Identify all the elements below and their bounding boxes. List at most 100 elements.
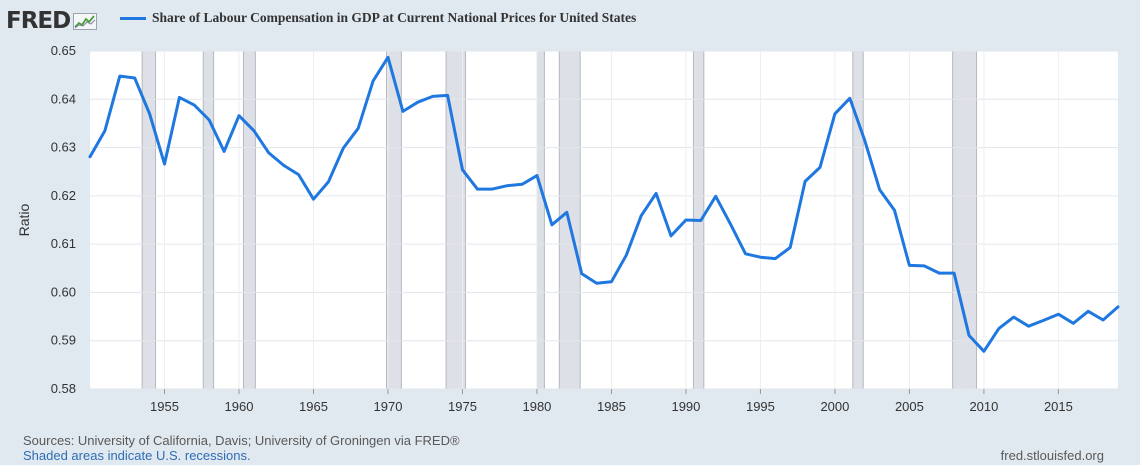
data-point [1057,313,1060,316]
data-point [223,150,226,153]
data-point [953,272,956,275]
data-point [104,129,107,132]
data-point [685,219,688,222]
data-point [476,188,479,191]
x-tick-label: 1970 [374,399,403,414]
plot-area [90,51,1118,389]
data-point [208,119,211,122]
fred-trend-graph-icon [73,12,98,30]
data-point [565,211,568,214]
fred-site-link[interactable]: fred.stlouisfed.org [1000,448,1104,463]
data-point [789,246,792,249]
data-point [521,183,524,186]
data-point [968,334,971,337]
data-point [536,174,539,177]
data-point [804,180,807,183]
x-tick-label: 1960 [225,399,254,414]
data-point [357,127,360,130]
data-point [923,265,926,268]
data-point [491,188,494,191]
data-point [744,252,747,255]
x-tick-label: 1995 [746,399,775,414]
data-point [610,280,613,283]
data-point [327,181,330,184]
x-tick-label: 1975 [448,399,477,414]
data-point [238,114,241,117]
data-point [774,257,777,260]
data-point [834,112,837,115]
x-tick-label: 1985 [597,399,626,414]
y-tick-label: 0.63 [51,140,76,155]
x-tick-label: 2015 [1044,399,1073,414]
data-point [997,327,1000,330]
data-point [178,96,181,99]
data-point [89,155,92,158]
data-point [1042,319,1045,322]
data-point [461,168,464,171]
x-tick-label: 2010 [969,399,998,414]
y-tick-label: 0.65 [51,43,76,58]
data-point [416,101,419,104]
y-axis-ticks: 0.58 0.59 0.60 0.61 0.62 0.63 0.64 0.65 [51,43,76,396]
series-line[interactable] [88,55,1120,353]
y-axis-label: Ratio [16,203,32,236]
data-point [372,80,375,83]
data-point [595,282,598,285]
data-point [193,104,196,107]
data-point [1117,306,1120,309]
fred-brand[interactable]: FRED [6,4,98,38]
data-point [655,192,658,195]
data-point [551,223,554,226]
data-point [1012,316,1015,319]
x-tick-label: 1980 [522,399,551,414]
data-point [714,195,717,198]
data-point [908,264,911,267]
data-point [431,95,434,98]
data-point [759,256,762,259]
data-point [863,139,866,142]
y-tick-label: 0.58 [51,381,76,396]
data-point [118,75,121,78]
data-point [253,129,256,132]
data-point [163,163,166,166]
data-point [506,184,509,187]
data-point [625,254,628,257]
data-point [297,173,300,176]
x-tick-label: 1990 [671,399,700,414]
data-point [267,152,270,155]
recession-note-link[interactable]: Shaded areas indicate U.S. recessions. [23,448,251,463]
chart-legend: Share of Labour Compensation in GDP at C… [120,10,636,26]
data-point [133,77,136,80]
recession-band [202,50,215,390]
legend-swatch [120,16,146,20]
data-point [446,94,449,97]
data-point [342,147,345,150]
data-point [848,97,851,100]
data-point [699,219,702,222]
footer-sources: Sources: University of California, Davis… [23,433,460,448]
data-point [387,56,390,59]
data-point [640,214,643,217]
data-point [580,272,583,275]
data-point [282,164,285,167]
data-point [670,235,673,238]
data-point [729,223,732,226]
x-tick-label: 1965 [299,399,328,414]
data-point [983,350,986,353]
grid-lines [90,50,1118,390]
recession-band [242,50,256,390]
data-point [402,110,405,113]
y-tick-label: 0.64 [51,91,76,106]
x-tick-label: 2005 [895,399,924,414]
data-point [938,272,941,275]
data-point [1027,325,1030,328]
recession-band [536,50,545,390]
data-point [1072,322,1075,325]
data-point [819,166,822,169]
y-tick-label: 0.61 [51,236,76,251]
x-tick-label: 1955 [150,399,179,414]
y-tick-label: 0.62 [51,188,76,203]
data-point [893,209,896,212]
data-point [1102,319,1105,322]
